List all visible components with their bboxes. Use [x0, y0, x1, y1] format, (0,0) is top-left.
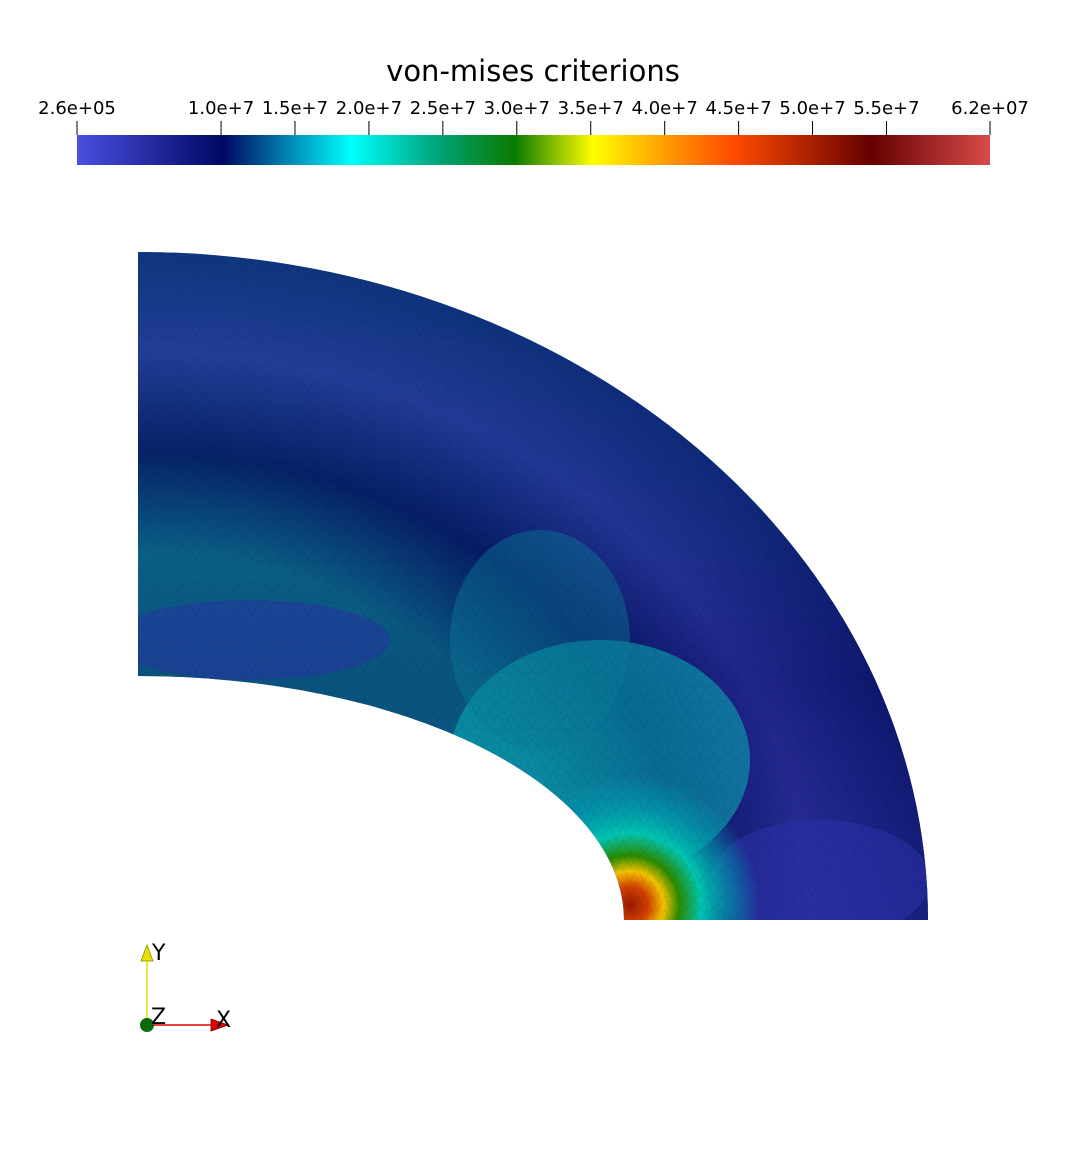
colorbar-tick-label: 2.6e+05	[38, 98, 116, 119]
colorbar: 2.6e+05 1.0e+7 1.5e+7 2.0e+7 2.5e+7 3.0e+7 3.5…	[38, 98, 1029, 165]
colorbar-tick-label: 4.0e+7	[632, 98, 698, 119]
colorbar-tick-label: 2.0e+7	[336, 98, 402, 119]
colorbar-tick-label: 2.5e+7	[410, 98, 476, 119]
z-axis-label: Z	[151, 1005, 166, 1030]
orientation-axes: Y Z X	[140, 941, 231, 1033]
colorbar-ticks: 2.6e+05 1.0e+7 1.5e+7 2.0e+7 2.5e+7 3.0e+7 3.5…	[38, 98, 1029, 135]
colorbar-tick-label: 3.0e+7	[484, 98, 550, 119]
colorbar-tick-label: 6.2e+07	[951, 98, 1029, 119]
colorbar-tick-label: 4.5e+7	[705, 98, 771, 119]
z-axis-dot	[140, 1018, 154, 1032]
colorbar-tick-label: 5.0e+7	[779, 98, 845, 119]
colorbar-tick-label: 3.5e+7	[558, 98, 624, 119]
x-axis-arrow	[210, 1018, 230, 1032]
colorbar-tick-label: 1.5e+7	[262, 98, 328, 119]
colorbar-tick-label: 5.5e+7	[853, 98, 919, 119]
stress-field-mesh	[138, 252, 928, 920]
colorbar-gradient	[77, 135, 990, 165]
colorbar-title: von-mises criterions	[386, 54, 680, 88]
y-axis-arrow	[140, 943, 154, 962]
x-axis-label: X	[216, 1008, 231, 1033]
y-axis-label: Y	[151, 941, 166, 966]
colorbar-tick-label: 1.0e+7	[188, 98, 254, 119]
